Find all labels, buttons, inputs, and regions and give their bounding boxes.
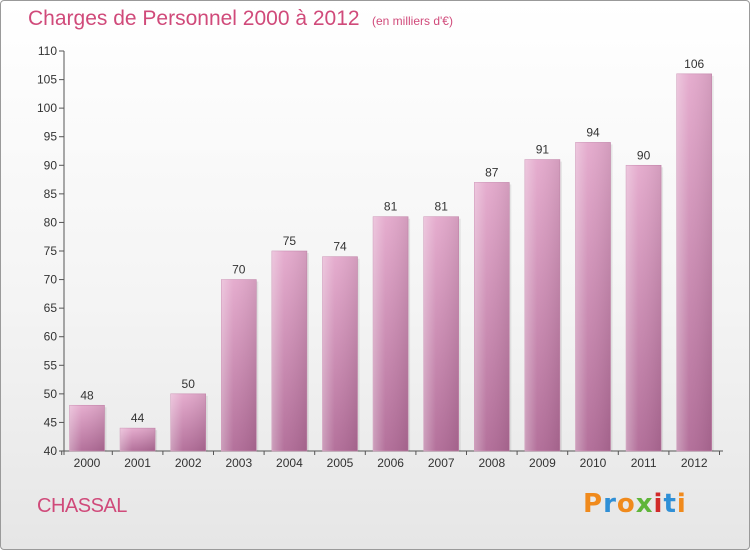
bar-highlight [373, 216, 409, 451]
y-tick-label: 110 [38, 44, 57, 58]
y-tick-label: 80 [44, 215, 58, 229]
commune-name: CHASSAL [37, 495, 127, 517]
y-tick-label: 50 [44, 387, 58, 401]
x-axis: 2000 2001 2002 2003 2004 2005 2006 2007 2008 2009… [60, 450, 723, 470]
logo-letter: o [616, 489, 636, 519]
chart-title: Charges de Personnel 2000 à 2012 [28, 7, 360, 30]
x-tick-label: 2009 [529, 456, 556, 470]
data-label-2001: 44 [131, 411, 145, 425]
bar-highlight [322, 256, 358, 451]
y-tick-label: 60 [44, 330, 58, 344]
chart-subtitle: (en milliers d'€) [372, 14, 453, 28]
x-tick-label: 2008 [478, 456, 505, 470]
proxiti-logo: Proxiti [583, 489, 687, 519]
x-tick-label: 2000 [74, 456, 101, 470]
bar-highlight [626, 165, 662, 452]
y-tick-label: 55 [44, 358, 58, 372]
bar-highlight [474, 182, 510, 451]
x-tick-label: 2005 [327, 456, 354, 470]
bar-highlight [69, 405, 105, 451]
data-label-2007: 81 [435, 200, 449, 214]
y-tick-label: 85 [44, 187, 58, 201]
data-label-2003: 70 [232, 263, 246, 277]
data-label-2006: 81 [384, 200, 398, 214]
x-tick-label: 2012 [681, 456, 708, 470]
y-tick-label: 65 [44, 301, 58, 315]
bar-highlight [423, 216, 459, 451]
y-tick-label: 45 [44, 415, 58, 429]
y-tick-label: 105 [37, 73, 57, 87]
data-label-2004: 75 [283, 234, 297, 248]
y-tick-label: 95 [44, 130, 58, 144]
bar-highlight [271, 251, 307, 451]
x-tick-label: 2001 [124, 456, 151, 470]
logo-letter: r [603, 489, 617, 519]
bar-highlight [575, 142, 611, 451]
data-label-2009: 91 [536, 143, 550, 157]
bars [69, 73, 714, 452]
y-tick-label: 75 [44, 244, 58, 258]
bar-highlight [170, 393, 206, 451]
x-tick-label: 2010 [580, 456, 607, 470]
bar-highlight [120, 428, 156, 451]
logo-letter: i [676, 489, 687, 519]
x-tick-label: 2003 [225, 456, 252, 470]
data-label-2011: 90 [637, 148, 651, 162]
data-label-2000: 48 [80, 388, 94, 402]
data-labels: 48 44 50 70 75 74 81 81 87 91 94 90 106 [80, 57, 704, 425]
y-tick-label: 40 [44, 444, 58, 458]
bar-highlight [676, 73, 712, 451]
data-label-2010: 94 [586, 125, 600, 139]
y-tick-label: 70 [44, 273, 58, 287]
x-tick-label: 2011 [631, 456, 657, 470]
bar-highlight [524, 159, 560, 452]
data-label-2012: 106 [684, 57, 704, 71]
logo-letter: P [583, 489, 604, 519]
x-tick-label: 2002 [175, 456, 202, 470]
data-label-2008: 87 [485, 165, 499, 179]
y-axis: 40 45 50 55 60 65 70 75 80 85 90 95 100 105 110 [37, 44, 65, 458]
x-tick-label: 2007 [428, 456, 455, 470]
y-tick-label: 100 [37, 101, 57, 115]
x-tick-label: 2006 [377, 456, 404, 470]
x-tick-label: 2004 [276, 456, 303, 470]
logo-letter: i [653, 489, 664, 519]
data-label-2002: 50 [182, 377, 196, 391]
y-tick-label: 90 [44, 158, 58, 172]
logo-letter: t [663, 489, 677, 519]
bar-highlight [221, 279, 257, 451]
logo-letter: x [635, 489, 654, 519]
data-label-2005: 74 [333, 240, 347, 254]
